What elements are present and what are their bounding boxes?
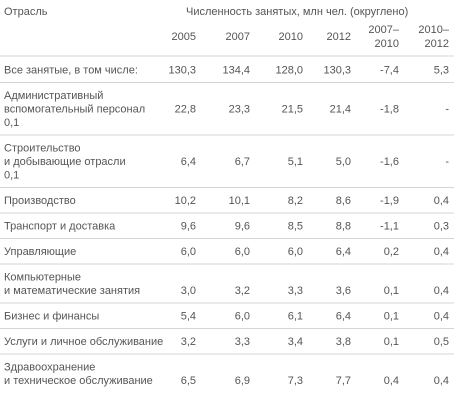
- row-label: Производство: [4, 195, 76, 207]
- cell: 0,2: [384, 246, 399, 258]
- cell: 6,1: [288, 310, 303, 322]
- cell: 9,6: [235, 220, 250, 232]
- cell: 0,1: [384, 285, 399, 297]
- cell: 22,8: [175, 103, 196, 115]
- cell: 5,1: [288, 156, 303, 168]
- cell: 6,4: [336, 310, 351, 322]
- cell: 3,2: [181, 336, 196, 348]
- cell: 3,4: [288, 336, 303, 348]
- cell: 6,0: [235, 310, 250, 322]
- cell: 7,7: [336, 375, 351, 387]
- row-label: Управляющие: [4, 246, 76, 258]
- cell: 0,1: [384, 310, 399, 322]
- column-header: 2007: [226, 31, 250, 43]
- cell: -1,8: [380, 103, 399, 115]
- column-header: 2012: [327, 31, 351, 43]
- cell: 5,0: [336, 156, 351, 168]
- cell: 0,4: [434, 195, 449, 207]
- cell: 3,2: [235, 285, 250, 297]
- cell: 21,5: [282, 103, 303, 115]
- cell: -1,6: [380, 156, 399, 168]
- cell: 8,6: [336, 195, 351, 207]
- cell: 6,9: [235, 375, 250, 387]
- cell: 5,3: [434, 64, 449, 76]
- row-label: Все занятые, в том числе:: [4, 64, 138, 76]
- cell: 0,4: [434, 285, 449, 297]
- row-label: 0,1: [4, 117, 19, 129]
- row-label: и техническое обслуживание: [4, 375, 153, 387]
- cell: 6,4: [181, 156, 196, 168]
- cell: -1,1: [380, 220, 399, 232]
- cell: 0,5: [434, 336, 449, 348]
- cell: 10,1: [229, 195, 250, 207]
- column-header: 2010: [375, 38, 399, 50]
- cell: 0,4: [434, 375, 449, 387]
- cell: 9,6: [181, 220, 196, 232]
- cell: 3,0: [181, 285, 196, 297]
- row-label: Здравоохранение: [4, 361, 95, 373]
- cell: 3,3: [235, 336, 250, 348]
- cell: 6,0: [181, 246, 196, 258]
- cell: -7,4: [380, 64, 399, 76]
- cell: 128,0: [275, 64, 303, 76]
- cell: 3,6: [336, 285, 351, 297]
- header-label: Отрасль: [4, 6, 48, 18]
- cell: 7,3: [288, 375, 303, 387]
- cell: 23,3: [229, 103, 250, 115]
- header-group: Численность занятых, млн чел. (округлено…: [186, 6, 408, 18]
- column-header: 2007–: [368, 24, 399, 36]
- row-label: Транспорт и доставка: [4, 220, 116, 232]
- row-label: Компьютерные: [4, 271, 81, 283]
- row-label: и добывающие отрасли: [4, 156, 126, 168]
- cell: 5,4: [181, 310, 196, 322]
- column-header: 2012: [425, 38, 449, 50]
- cell: 0,4: [434, 246, 449, 258]
- cell: 6,7: [235, 156, 250, 168]
- cell: -: [445, 156, 449, 168]
- column-header: 2005: [172, 31, 196, 43]
- column-header: 2010: [279, 31, 303, 43]
- cell: 3,8: [336, 336, 351, 348]
- cell: 21,4: [330, 103, 351, 115]
- row-label: Административный: [4, 90, 103, 102]
- cell: -1,9: [380, 195, 399, 207]
- cell: 0,4: [434, 310, 449, 322]
- cell: 0,3: [434, 220, 449, 232]
- cell: 134,4: [222, 64, 250, 76]
- row-label: Бизнес и финансы: [4, 310, 99, 322]
- cell: 6,4: [336, 246, 351, 258]
- cell: 0,4: [384, 375, 399, 387]
- row-label: Услуги и личное обслуживание: [4, 336, 163, 348]
- cell: 130,3: [323, 64, 351, 76]
- row-label: Строительство: [4, 142, 81, 154]
- cell: 10,2: [175, 195, 196, 207]
- cell: 6,5: [181, 375, 196, 387]
- cell: 0,1: [384, 336, 399, 348]
- cell: 6,0: [235, 246, 250, 258]
- cell: -: [445, 103, 449, 115]
- cell: 3,3: [288, 285, 303, 297]
- cell: 8,8: [336, 220, 351, 232]
- cell: 8,2: [288, 195, 303, 207]
- cell: 130,3: [168, 64, 196, 76]
- column-header: 2010–: [418, 24, 449, 36]
- cell: 6,0: [288, 246, 303, 258]
- cell: 8,5: [288, 220, 303, 232]
- row-label: 0,1: [4, 169, 19, 181]
- row-label: вспомогательный персонал: [4, 103, 145, 115]
- row-label: и математические занятия: [4, 285, 140, 297]
